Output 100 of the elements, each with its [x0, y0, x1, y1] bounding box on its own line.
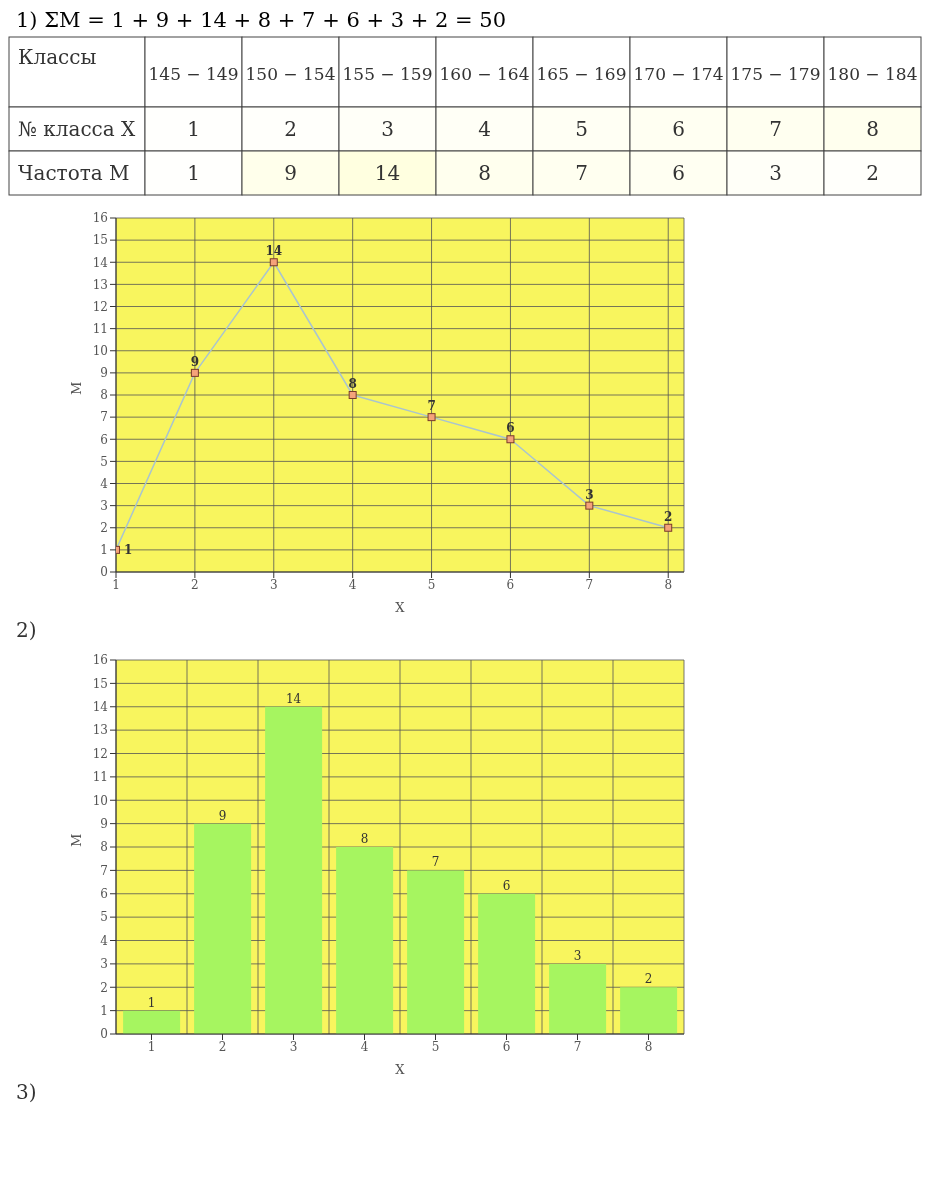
y-tick-label: 2: [100, 521, 108, 536]
text: 2): [16, 618, 38, 642]
bar: [620, 987, 678, 1034]
data-label: 4: [478, 117, 491, 141]
data-label: 6: [672, 161, 685, 185]
data-label: 3: [585, 487, 594, 502]
x-tick-label: 175 − 179: [730, 64, 821, 84]
data-label: 2: [866, 161, 879, 185]
data-label: 8: [478, 161, 491, 185]
y-axis-title: M: [68, 833, 84, 847]
bar: [478, 893, 536, 1034]
y-tick-label: 1: [100, 543, 108, 558]
x-tick-label: 8: [664, 577, 673, 592]
y-tick-label: 12: [92, 299, 108, 314]
y-tick-label: 16: [92, 653, 108, 668]
data-label: 8: [866, 117, 879, 141]
x-tick-label: 170 − 174: [633, 64, 724, 84]
y-tick-label: 5: [100, 454, 108, 469]
y-tick-label: 15: [92, 676, 108, 691]
y-tick-label: Частота M: [18, 161, 130, 185]
x-tick-label: 4: [348, 577, 357, 592]
y-tick-label: 14: [92, 255, 109, 270]
bar: [123, 1010, 181, 1034]
y-tick-label: 8: [100, 840, 108, 855]
x-tick-label: 180 − 184: [827, 64, 918, 84]
y-tick-label: 10: [92, 793, 108, 808]
y-tick-label: 1: [100, 1003, 108, 1018]
data-label: 1: [147, 995, 156, 1010]
x-tick-label: 7: [585, 577, 594, 592]
x-tick-label: 1: [112, 577, 120, 592]
x-axis-title: X: [395, 600, 406, 615]
data-label: 14: [374, 161, 401, 185]
y-tick-label: 13: [92, 277, 108, 292]
data-label: 7: [575, 161, 588, 185]
y-tick-label: 0: [100, 1027, 108, 1042]
y-tick-label: 13: [92, 723, 108, 738]
x-tick-label: 165 − 169: [536, 64, 627, 84]
y-tick-label: 2: [100, 980, 108, 995]
x-tick-label: 2: [191, 577, 199, 592]
x-tick-label: 3: [289, 1039, 298, 1054]
x-tick-label: 150 − 154: [245, 64, 336, 84]
y-tick-label: 4: [100, 933, 109, 948]
y-tick-label: 15: [92, 233, 108, 248]
data-label: 2: [284, 117, 297, 141]
x-tick-label: 6: [506, 577, 515, 592]
data-label: 8: [360, 832, 369, 846]
data-label: 3: [573, 948, 582, 963]
data-label: 6: [502, 878, 511, 893]
y-tick-label: 0: [100, 565, 108, 580]
bar: [194, 823, 252, 1034]
text: 3): [16, 1080, 38, 1104]
y-tick-label: 8: [100, 388, 108, 403]
data-label: 7: [769, 117, 782, 141]
y-tick-label: 9: [100, 816, 108, 831]
y-axis-title: M: [68, 381, 84, 395]
data-label: 3: [769, 161, 782, 185]
x-axis-title: X: [395, 1062, 406, 1077]
x-tick-label: 1: [147, 1039, 156, 1054]
x-tick-label: 8: [644, 1039, 653, 1054]
y-tick-label: 16: [92, 211, 108, 226]
data-label: 7: [431, 855, 440, 870]
x-tick-label: 5: [431, 1039, 440, 1054]
x-tick-label: 3: [269, 577, 278, 592]
y-tick-label: 9: [100, 366, 108, 381]
data-label: 9: [284, 161, 297, 185]
y-tick-label: 14: [92, 700, 109, 715]
bar: [336, 847, 394, 1034]
x-tick-label: 7: [573, 1039, 582, 1054]
y-tick-label: 6: [100, 887, 108, 902]
data-label: 9: [190, 354, 200, 369]
data-label: 1: [187, 117, 200, 141]
data-label: 14: [265, 244, 283, 259]
x-tick-label: 2: [218, 1039, 227, 1054]
y-tick-label: 12: [92, 746, 108, 761]
data-label: 6: [672, 117, 685, 141]
y-tick-label: 7: [100, 410, 108, 425]
data-label: 14: [285, 691, 302, 706]
y-tick-label: 7: [100, 863, 108, 878]
data-label: 2: [644, 972, 653, 987]
x-tick-label: 155 − 159: [342, 64, 433, 84]
y-tick-label: 5: [100, 910, 108, 925]
y-tick-label: 11: [92, 321, 108, 336]
y-tick-label: № класса X: [18, 117, 137, 141]
x-tick-label: 6: [502, 1039, 511, 1054]
y-tick-label: 3: [100, 498, 108, 513]
y-tick-label: 3: [100, 957, 108, 972]
y-tick-label: 6: [100, 432, 108, 447]
x-tick-label: 5: [427, 577, 436, 592]
x-tick-label: 160 − 164: [439, 64, 530, 84]
x-tick-label: 145 − 149: [148, 64, 239, 84]
bar: [265, 706, 323, 1034]
data-label: 9: [218, 808, 227, 823]
data-label: 5: [575, 117, 588, 141]
x-tick-label: 4: [360, 1039, 369, 1054]
chart-title: 1) ΣM = 1 + 9 + 14 + 8 + 7 + 6 + 3 + 2 = 50: [16, 8, 508, 32]
y-tick-label: 10: [92, 344, 108, 359]
x-axis-title: Классы: [18, 45, 97, 69]
data-label: 2: [664, 509, 673, 524]
y-tick-label: 4: [100, 476, 109, 491]
bar: [407, 870, 465, 1034]
